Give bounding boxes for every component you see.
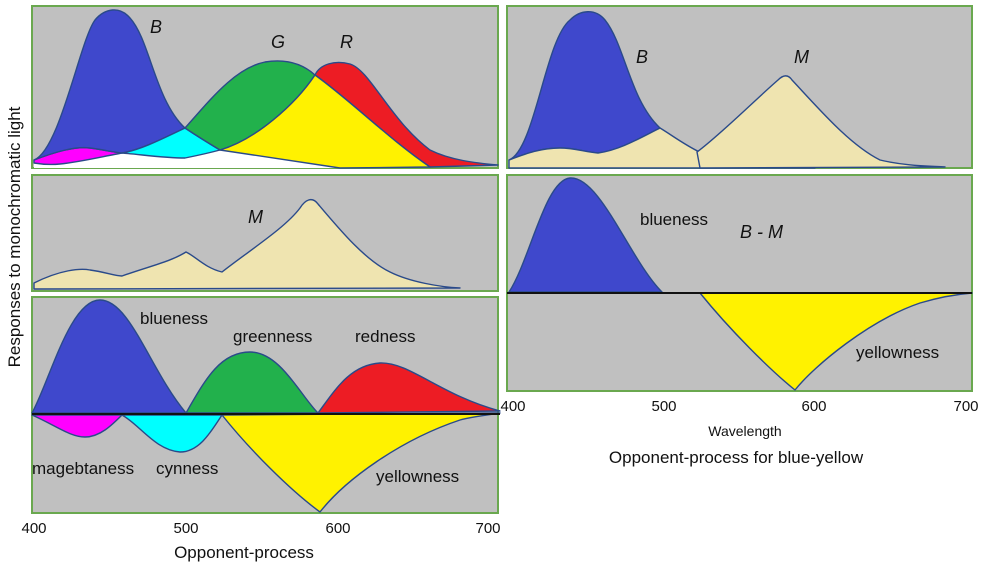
left-tick-700: 700 xyxy=(475,520,500,537)
yellowness-curve xyxy=(221,412,501,513)
label-b-minus-m: B - M xyxy=(740,222,783,242)
label-g: G xyxy=(271,32,285,52)
right-tick-600: 600 xyxy=(801,398,826,415)
left-bottom-panel: blueness greenness redness magebtaness c… xyxy=(31,296,501,514)
label-left-yellowness: yellowness xyxy=(376,467,459,486)
left-tick-600: 600 xyxy=(325,520,350,537)
y-axis-label: Responses to monochromatic light xyxy=(5,106,24,367)
right-blueness-curve xyxy=(508,177,663,293)
right-bottom-panel: blueness B - M yellowness xyxy=(506,174,973,392)
label-greenness: greenness xyxy=(233,327,312,346)
right-label-yellowness: yellowness xyxy=(856,343,939,362)
right-tick-700: 700 xyxy=(953,398,978,415)
blue-cone-curve xyxy=(33,9,186,161)
label-cyanness: cynness xyxy=(156,459,218,478)
right-caption: Opponent-process for blue-yellow xyxy=(609,448,864,467)
label-redness: redness xyxy=(355,327,415,346)
greenness-curve xyxy=(185,351,319,414)
left-tick-500: 500 xyxy=(173,520,198,537)
label-m: M xyxy=(248,207,263,227)
right-label-b: B xyxy=(636,47,648,67)
left-middle-panel: M xyxy=(31,174,499,292)
right-label-m: M xyxy=(794,47,809,67)
label-b: B xyxy=(150,17,162,37)
left-caption: Opponent-process xyxy=(174,543,314,562)
cyanness-curve xyxy=(121,414,223,453)
right-tick-500: 500 xyxy=(651,398,676,415)
right-yellowness-curve xyxy=(699,292,973,391)
right-m-curve xyxy=(696,75,946,169)
left-top-panel: B G R xyxy=(31,5,499,169)
right-x-label: Wavelength xyxy=(708,423,781,439)
right-tick-400: 400 xyxy=(500,398,525,415)
left-tick-400: 400 xyxy=(21,520,46,537)
right-top-panel: B M xyxy=(506,5,973,169)
redness-curve xyxy=(317,362,501,414)
label-blueness: blueness xyxy=(140,309,208,328)
m-response-curve xyxy=(33,198,461,290)
label-r: R xyxy=(340,32,353,52)
blueness-curve xyxy=(31,299,187,414)
yellow-overlap-region xyxy=(219,74,431,169)
label-magentaness: magebtaness xyxy=(32,459,134,478)
magentaness-curve xyxy=(31,414,123,438)
right-label-blueness: blueness xyxy=(640,210,708,229)
